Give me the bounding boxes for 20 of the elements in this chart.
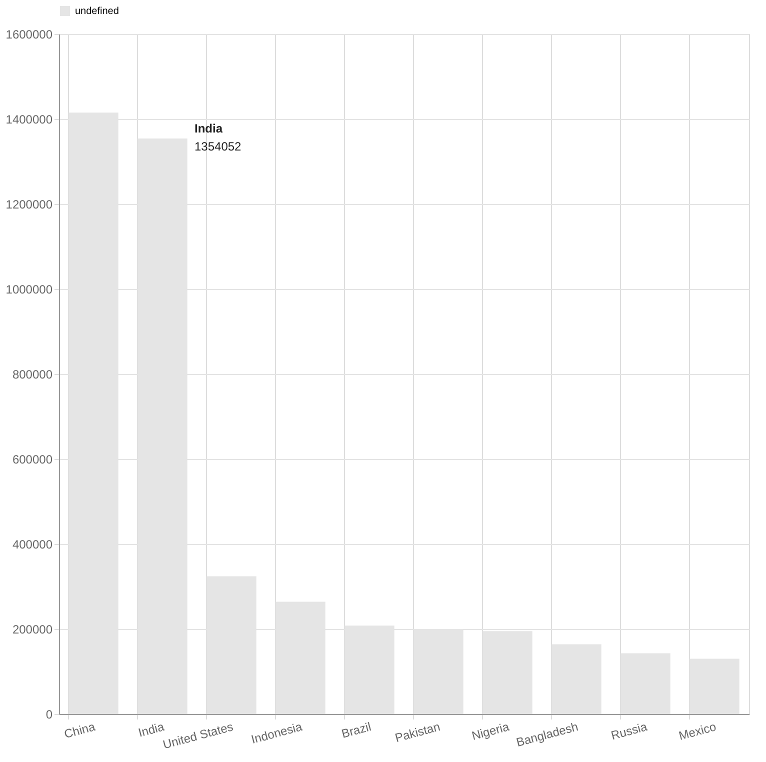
- y-tick-label: 1400000: [6, 112, 53, 126]
- x-tick-label: Russia: [610, 719, 649, 743]
- y-tick-label: 800000: [12, 368, 53, 382]
- x-tick-label: Mexico: [677, 719, 718, 743]
- legend-label: undefined: [75, 6, 119, 17]
- x-tick-label: China: [62, 719, 97, 742]
- x-tick-label: Pakistan: [394, 720, 442, 746]
- y-tick-label: 1200000: [6, 198, 53, 212]
- x-tick-label: Indonesia: [250, 719, 304, 747]
- x-tick-label: India: [136, 719, 166, 740]
- x-tick-label: Nigeria: [470, 719, 511, 743]
- y-tick-label: 0: [46, 708, 53, 722]
- y-tick-label: 1000000: [6, 282, 53, 296]
- y-tick-label: 400000: [12, 538, 53, 552]
- y-tick-label: 600000: [12, 452, 53, 466]
- x-tick-label: Brazil: [340, 720, 373, 741]
- y-tick-label: 1600000: [6, 28, 53, 42]
- y-tick-label: 200000: [12, 622, 53, 636]
- annotation: 1354052: [194, 140, 242, 154]
- annotation: India: [194, 122, 223, 136]
